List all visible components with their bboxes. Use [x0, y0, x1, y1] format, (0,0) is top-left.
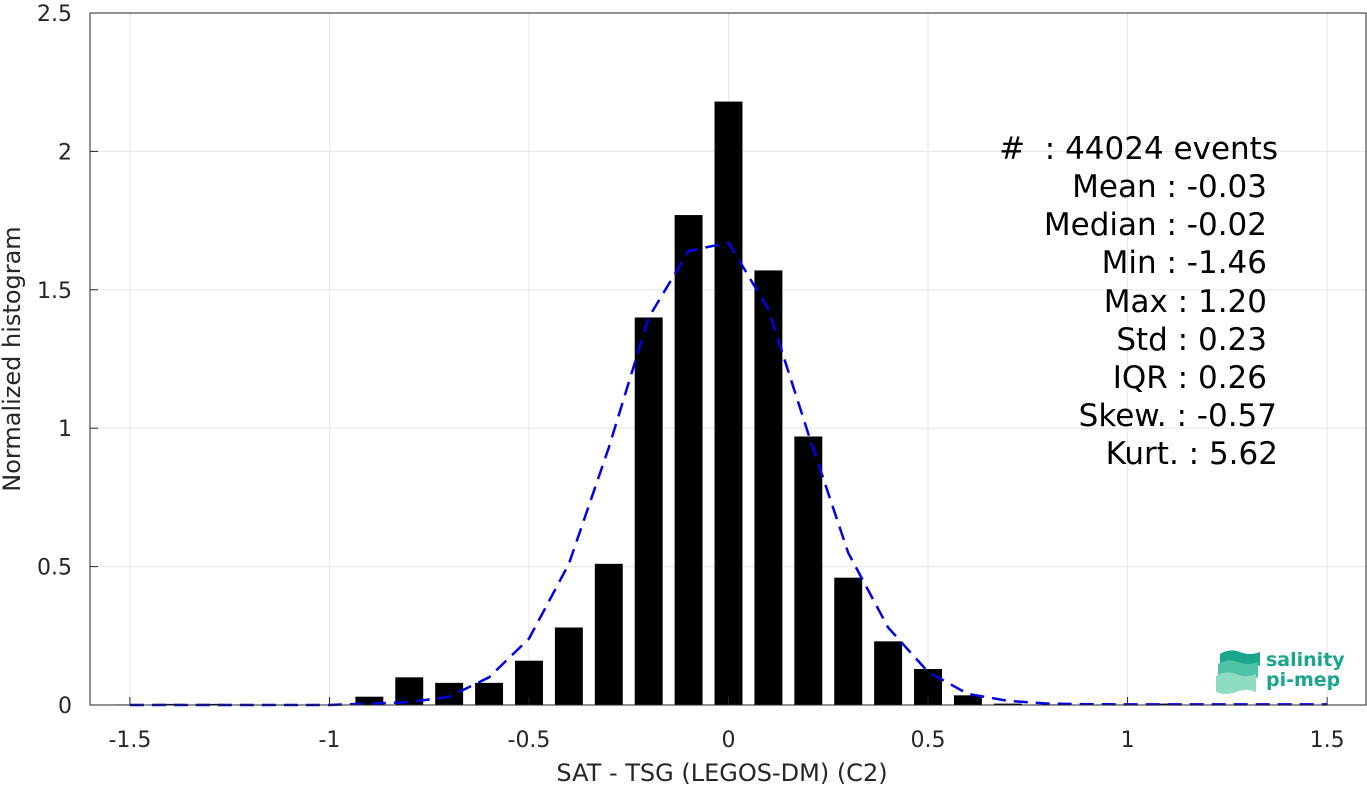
stat-std: Std : 0.23 [1116, 322, 1267, 358]
histogram-bar [435, 682, 464, 705]
stat-min: Min : -1.46 [1101, 245, 1267, 281]
stat-kurt: Kurt. : 5.62 [1105, 436, 1278, 472]
histogram-bar [1153, 703, 1182, 705]
y-tick-label: 2 [58, 140, 72, 165]
x-axis-ticks: -1.5 -1 -0.5 0 0.5 1 1.5 [108, 697, 1345, 753]
histogram-bar [554, 627, 583, 705]
stat-mean: Mean : -0.03 [1072, 169, 1267, 205]
y-tick-label: 0.5 [37, 556, 72, 581]
histogram-bar [475, 682, 504, 705]
salinity-pi-mep-logo: salinity pi-mep [1216, 646, 1346, 696]
histogram-bar [953, 695, 982, 705]
histogram-bar [355, 696, 384, 705]
y-axis-label: Normalized histogram [0, 226, 26, 491]
y-tick-label: 0 [58, 694, 72, 719]
y-tick-label: 1.5 [37, 279, 72, 304]
x-tick-label: 0 [722, 728, 736, 753]
y-axis-ticks: 0 0.5 1 1.5 2 2.5 [37, 2, 98, 719]
histogram-bar [834, 577, 863, 705]
x-tick-label: -0.5 [508, 728, 551, 753]
stat-iqr: IQR : 0.26 [1112, 360, 1267, 396]
stat-median: Median : -0.02 [1043, 207, 1267, 243]
histogram-bar [754, 270, 783, 705]
y-tick-label: 1 [58, 417, 72, 442]
stat-events: # : 44024 events [999, 131, 1278, 167]
histogram-bar [634, 317, 663, 705]
histogram-bar [993, 703, 1022, 705]
x-tick-label: -1 [318, 728, 340, 753]
histogram-bar [794, 436, 823, 705]
histogram-bar [874, 641, 903, 705]
wave-logo-icon [1216, 650, 1260, 694]
y-tick-label: 2.5 [37, 2, 72, 27]
stat-skew: Skew. : -0.57 [1078, 398, 1277, 434]
logo-line2: pi-mep [1266, 669, 1341, 691]
logo-line1: salinity [1266, 649, 1345, 671]
histogram-bar [155, 703, 184, 705]
x-axis-label: SAT - TSG (LEGOS-DM) (C2) [556, 759, 887, 785]
x-tick-label: 0.5 [911, 728, 946, 753]
histogram-bar [714, 101, 743, 706]
x-tick-label: 1 [1121, 728, 1135, 753]
stat-max: Max : 1.20 [1103, 284, 1267, 320]
histogram-bar [674, 215, 703, 705]
histogram-bar [594, 563, 623, 705]
x-tick-label: -1.5 [108, 728, 151, 753]
histogram-bars [115, 101, 1182, 706]
x-tick-label: 1.5 [1310, 728, 1345, 753]
